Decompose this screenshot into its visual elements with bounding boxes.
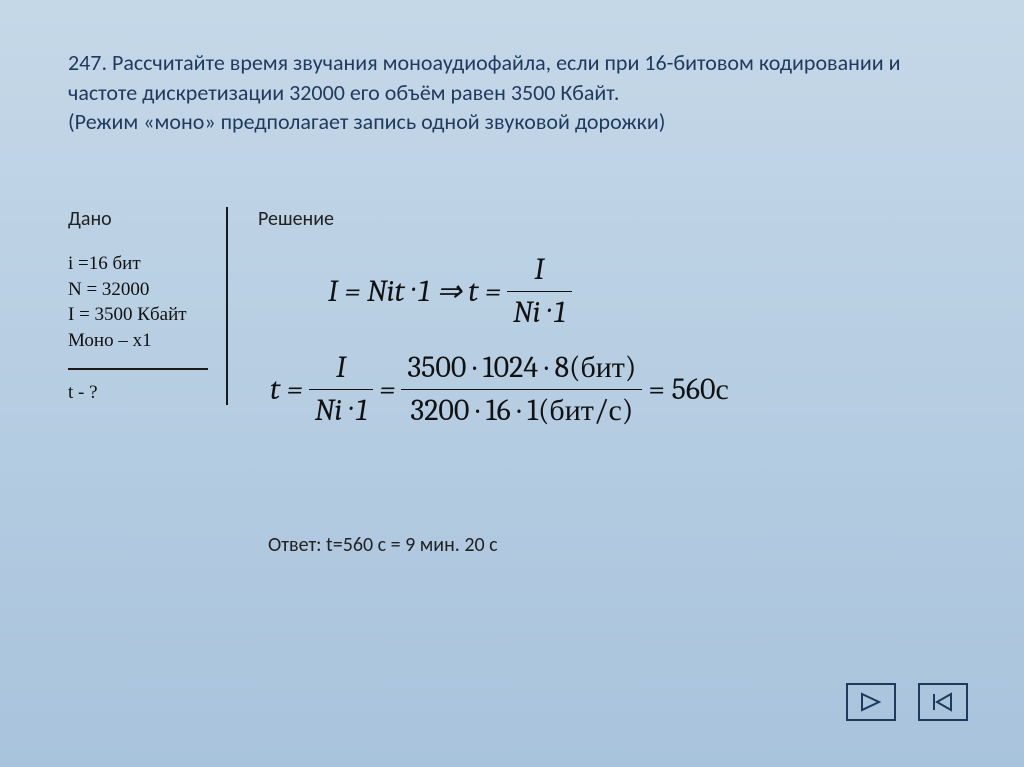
frac-denominator: 3200 · 16 · 1(бит/с) (404, 392, 639, 430)
frac-denominator: Ni · 1 (309, 392, 374, 430)
given-lines: i =16 бит N = 32000 I = 3500 Кбайт Моно … (68, 251, 208, 405)
given-column: Дано i =16 бит N = 32000 I = 3500 Кбайт … (68, 207, 228, 405)
formula1-fraction: I Ni · 1 (507, 251, 572, 331)
frac-bar (309, 389, 374, 390)
problem-text: Рассчитайте время звучания моноаудиофайл… (68, 49, 901, 106)
frac-numerator: 3500 · 1024 · 8(бит) (401, 349, 642, 387)
prev-button[interactable] (918, 683, 968, 721)
content-columns: Дано i =16 бит N = 32000 I = 3500 Кбайт … (68, 207, 956, 447)
formula-2: t = I Ni · 1 = 3500 · 1024 · 8(бит) 3200… (270, 349, 729, 429)
answer-text: Ответ: t=560 c = 9 мин. 20 с (268, 533, 956, 557)
given-line: Моно – х1 (68, 328, 208, 354)
formula2-fraction-2: 3500 · 1024 · 8(бит) 3200 · 16 · 1(бит/с… (401, 349, 642, 429)
formulas-block: I = Nit · 1 ⇒ t = I Ni · 1 t = I Ni · 1 … (270, 251, 729, 429)
frac-bar (401, 389, 642, 390)
next-button[interactable] (846, 683, 896, 721)
formula2-fraction-1: I Ni · 1 (309, 349, 374, 429)
play-icon (859, 692, 883, 712)
formula2-lhs: t = (270, 372, 303, 407)
problem-number: 247. (68, 49, 107, 76)
formula2-result: = 560с (648, 372, 728, 407)
given-line: I = 3500 Кбайт (68, 302, 208, 328)
solution-column: Решение I = Nit · 1 ⇒ t = I Ni · 1 t = I (228, 207, 729, 447)
frac-numerator: I (330, 349, 352, 387)
skip-back-icon (929, 692, 957, 712)
frac-denominator: Ni · 1 (507, 294, 572, 332)
problem-note: (Режим «моно» предполагает запись одной … (68, 108, 665, 135)
given-unknown: t - ? (68, 380, 208, 406)
frac-bar (507, 291, 572, 292)
nav-icons (846, 683, 968, 721)
given-divider (68, 368, 208, 370)
given-title: Дано (68, 207, 208, 231)
formula1-lhs: I = Nit · 1 ⇒ t = (328, 274, 501, 309)
given-line: i =16 бит (68, 251, 208, 277)
formula-1: I = Nit · 1 ⇒ t = I Ni · 1 (328, 251, 729, 331)
problem-statement: 247. Рассчитайте время звучания моноауди… (68, 48, 956, 137)
solution-title: Решение (258, 207, 729, 231)
frac-numerator: I (528, 251, 550, 289)
formula2-eq: = (379, 372, 395, 407)
given-line: N = 32000 (68, 277, 208, 303)
